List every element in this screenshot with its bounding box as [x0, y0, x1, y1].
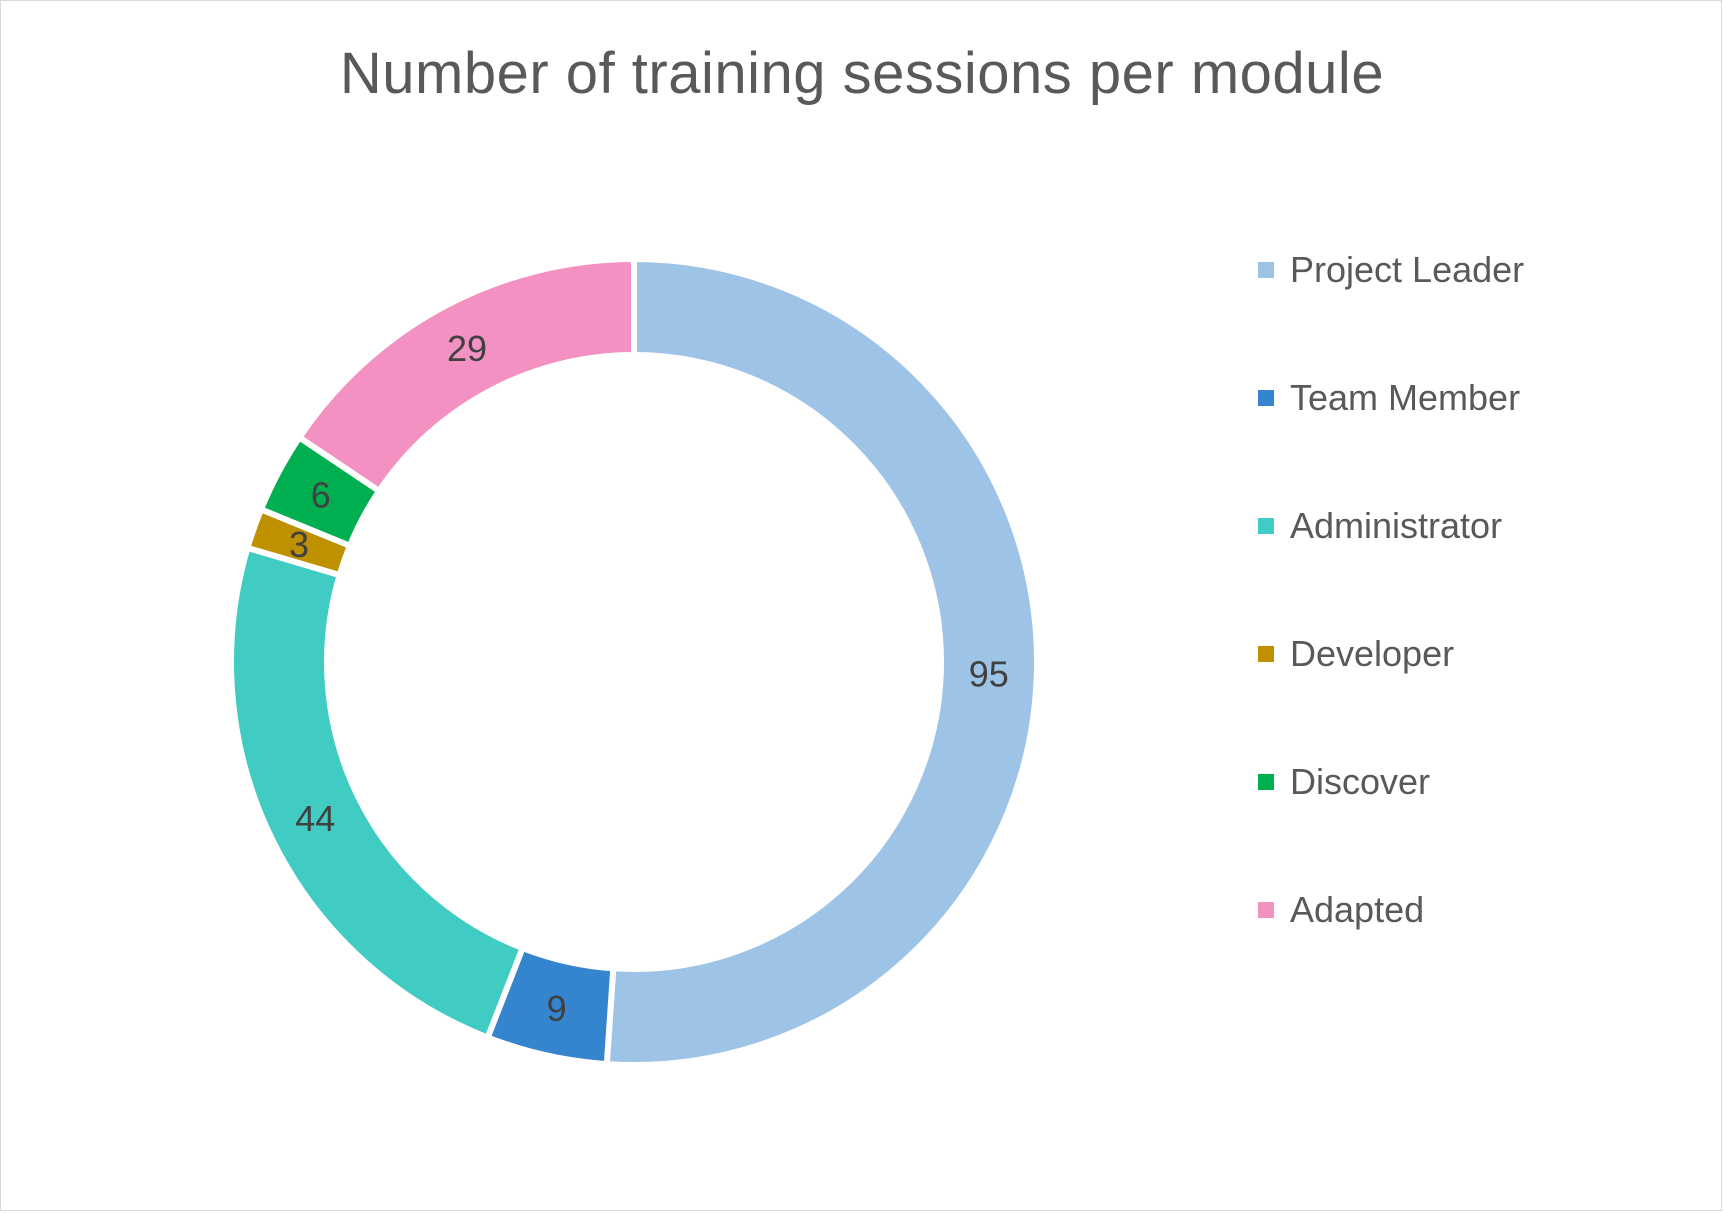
legend-label: Team Member: [1290, 377, 1521, 418]
legend-label: Discover: [1290, 761, 1431, 802]
data-label-developer: 3: [289, 524, 309, 565]
data-label-administrator: 44: [295, 798, 335, 839]
donut-slices: [228, 255, 1040, 1068]
slice-administrator: [228, 544, 527, 1042]
legend-swatch: [1258, 262, 1274, 278]
data-label-team-member: 9: [547, 988, 567, 1029]
donut-data-labels: 95 9 44 36 29: [289, 328, 1009, 1029]
slice-project-leader: [603, 255, 1040, 1068]
data-label-discover: 6: [311, 474, 331, 515]
legend-swatch: [1258, 390, 1274, 406]
chart-title: Number of training sessions per module: [339, 41, 1385, 106]
legend-label: Project Leader: [1290, 249, 1525, 290]
legend-swatch: [1258, 646, 1274, 662]
data-label-adapted: 29: [447, 328, 487, 369]
data-label-project-leader: 95: [969, 653, 1009, 694]
legend-label: Administrator: [1290, 505, 1503, 546]
legend-label: Adapted: [1290, 889, 1425, 930]
legend-swatch: [1258, 902, 1274, 918]
legend-swatch: [1258, 518, 1274, 534]
legend-label: Developer: [1290, 633, 1455, 674]
slice-adapted: [295, 255, 637, 496]
legend-swatch: [1258, 774, 1274, 790]
